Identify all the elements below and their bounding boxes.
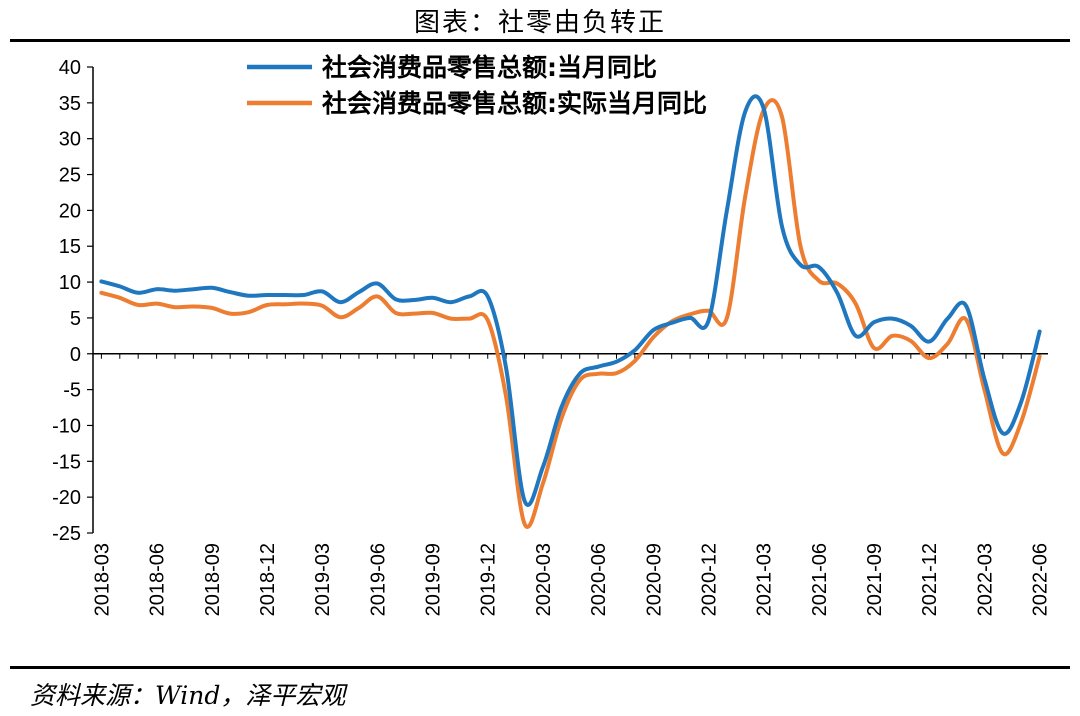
x-tick-label: 2022-06 bbox=[1030, 543, 1052, 616]
y-tick-label: 30 bbox=[59, 129, 81, 151]
y-tick-label: 10 bbox=[59, 272, 81, 294]
y-axis: 40 35 30 25 20 15 10 5 0 -5 -10 -15 -20 -25 bbox=[52, 57, 94, 545]
y-tick-label: 0 bbox=[70, 344, 81, 366]
x-tick-label: 2019-06 bbox=[367, 543, 389, 616]
y-tick-label: -5 bbox=[63, 380, 81, 402]
legend-label-0: 社会消费品零售总额:当月同比 bbox=[322, 53, 657, 82]
series-line-0 bbox=[99, 94, 1042, 507]
y-tick-label: -15 bbox=[52, 451, 81, 473]
x-tick-label: 2018-12 bbox=[257, 543, 279, 616]
x-tick-label: 2020-03 bbox=[533, 543, 555, 616]
x-tick-label: 2018-03 bbox=[91, 543, 113, 616]
y-tick-label: 40 bbox=[59, 57, 81, 79]
source-note: 资料来源：Wind，泽平宏观 bbox=[30, 681, 346, 710]
y-tick-label: -25 bbox=[52, 523, 81, 545]
y-tick-label: 25 bbox=[59, 165, 81, 187]
x-tick-label: 2022-03 bbox=[974, 543, 996, 616]
series-line-1 bbox=[99, 98, 1042, 529]
x-tick-label: 2018-06 bbox=[147, 543, 169, 616]
y-tick-label: 5 bbox=[70, 308, 81, 330]
y-tick-label: 20 bbox=[59, 200, 81, 222]
x-tick-label: 2018-09 bbox=[202, 543, 224, 616]
x-tick-label: 2021-12 bbox=[919, 543, 941, 616]
x-tick-label: 2020-12 bbox=[698, 543, 720, 616]
bottom-rule bbox=[10, 666, 1070, 669]
x-tick-label: 2019-12 bbox=[478, 543, 500, 616]
x-axis: 2018-03 2018-06 2018-09 2018-12 2019-03 2019-… bbox=[91, 353, 1052, 616]
x-tick-label: 2021-06 bbox=[809, 543, 831, 616]
x-tick-label: 2020-09 bbox=[643, 543, 665, 616]
y-tick-label: -10 bbox=[52, 415, 81, 437]
x-tick-label: 2021-09 bbox=[864, 543, 886, 616]
y-tick-label: 35 bbox=[59, 93, 81, 115]
y-tick-label: 15 bbox=[59, 236, 81, 258]
legend-label-1: 社会消费品零售总额:实际当月同比 bbox=[322, 89, 707, 118]
y-tick-label: -20 bbox=[52, 487, 81, 509]
series-layer bbox=[99, 94, 1042, 529]
x-tick-label: 2020-06 bbox=[588, 543, 610, 616]
chart-title: 图表：社零由负转正 bbox=[413, 8, 666, 38]
x-tick-label: 2019-09 bbox=[423, 543, 445, 616]
x-tick-label: 2021-03 bbox=[754, 543, 776, 616]
x-tick-label: 2019-03 bbox=[312, 543, 334, 616]
top-rule bbox=[10, 39, 1070, 42]
